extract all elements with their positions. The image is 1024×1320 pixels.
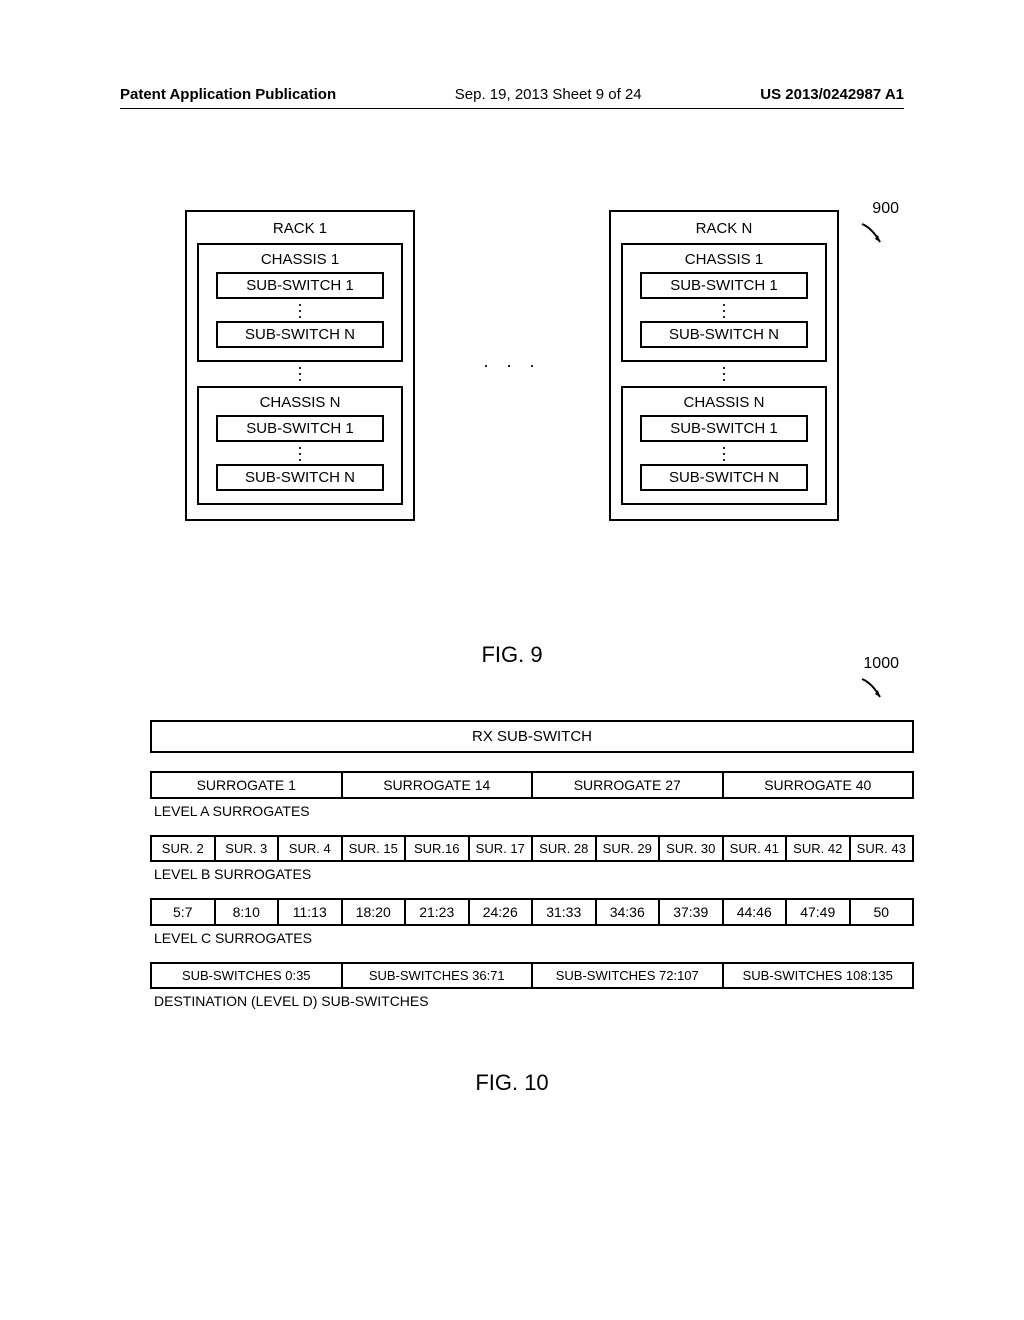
cell: SUR. 3	[216, 837, 280, 860]
level-a-row: SURROGATE 1 SURROGATE 14 SURROGATE 27 SU…	[150, 771, 914, 799]
fig9-refnum: 900	[872, 200, 899, 218]
subswitch: SUB-SWITCH N	[216, 321, 383, 348]
cell: SUR. 28	[533, 837, 597, 860]
chassis-title: CHASSIS 1	[207, 251, 393, 268]
vdots-icon: ···	[207, 301, 393, 319]
chassis-title: CHASSIS N	[631, 394, 817, 411]
cell: SUB-SWITCHES 108:135	[724, 964, 913, 987]
cell: 47:49	[787, 900, 851, 924]
header-mid: Sep. 19, 2013 Sheet 9 of 24	[455, 86, 642, 103]
cell: SUR.16	[406, 837, 470, 860]
header-right: US 2013/0242987 A1	[760, 86, 904, 103]
cell: 24:26	[470, 900, 534, 924]
level-d-row: SUB-SWITCHES 0:35 SUB-SWITCHES 36:71 SUB…	[150, 962, 914, 989]
vdots-icon: ···	[631, 444, 817, 462]
cell: SUR. 41	[724, 837, 788, 860]
fig10-ref-arrow-icon	[858, 675, 886, 708]
rx-subswitch-box: RX SUB-SWITCH	[150, 720, 914, 753]
chassis-title: CHASSIS 1	[631, 251, 817, 268]
level-c-row: 5:7 8:10 11:13 18:20 21:23 24:26 31:33 3…	[150, 898, 914, 926]
chassis: CHASSIS 1 SUB-SWITCH 1 ··· SUB-SWITCH N	[197, 243, 403, 362]
level-b-row: SUR. 2 SUR. 3 SUR. 4 SUR. 15 SUR.16 SUR.…	[150, 835, 914, 862]
fig10-caption: FIG. 10	[0, 1070, 1024, 1096]
vdots-icon: ···	[207, 444, 393, 462]
cell: SUR. 2	[152, 837, 216, 860]
chassis: CHASSIS 1 SUB-SWITCH 1 ··· SUB-SWITCH N	[621, 243, 827, 362]
chassis: CHASSIS N SUB-SWITCH 1 ··· SUB-SWITCH N	[197, 386, 403, 505]
chassis: CHASSIS N SUB-SWITCH 1 ··· SUB-SWITCH N	[621, 386, 827, 505]
cell: SURROGATE 1	[152, 773, 343, 797]
cell: SURROGATE 14	[343, 773, 534, 797]
hdots-icon: · · ·	[483, 355, 541, 376]
cell: 50	[851, 900, 913, 924]
rx-subswitch-label: RX SUB-SWITCH	[152, 728, 912, 745]
level-a-label: LEVEL A SURROGATES	[154, 803, 914, 819]
rack-n: RACK N CHASSIS 1 SUB-SWITCH 1 ··· SUB-SW…	[609, 210, 839, 521]
level-c-label: LEVEL C SURROGATES	[154, 930, 914, 946]
cell: SUR. 29	[597, 837, 661, 860]
cell: 31:33	[533, 900, 597, 924]
cell: SUB-SWITCHES 0:35	[152, 964, 343, 987]
vdots-icon: ···	[621, 364, 827, 382]
cell: 5:7	[152, 900, 216, 924]
fig9-diagram: RACK 1 CHASSIS 1 SUB-SWITCH 1 ··· SUB-SW…	[185, 210, 839, 521]
cell: 34:36	[597, 900, 661, 924]
cell: 21:23	[406, 900, 470, 924]
level-d-label: DESTINATION (LEVEL D) SUB-SWITCHES	[154, 993, 914, 1009]
fig9-ref-arrow-icon	[858, 220, 886, 253]
rack-title: RACK 1	[197, 220, 403, 237]
cell: SUR. 4	[279, 837, 343, 860]
cell: SUR. 17	[470, 837, 534, 860]
cell: SUR. 30	[660, 837, 724, 860]
cell: SURROGATE 40	[724, 773, 913, 797]
fig10-diagram: RX SUB-SWITCH SURROGATE 1 SURROGATE 14 S…	[150, 720, 914, 1009]
cell: 37:39	[660, 900, 724, 924]
cell: SUR. 43	[851, 837, 913, 860]
cell: SUR. 15	[343, 837, 407, 860]
header-left: Patent Application Publication	[120, 86, 336, 103]
page-header: Patent Application Publication Sep. 19, …	[120, 86, 904, 103]
cell: SURROGATE 27	[533, 773, 724, 797]
cell: 11:13	[279, 900, 343, 924]
subswitch: SUB-SWITCH N	[216, 464, 383, 491]
rack-title: RACK N	[621, 220, 827, 237]
chassis-title: CHASSIS N	[207, 394, 393, 411]
subswitch: SUB-SWITCH N	[640, 321, 807, 348]
subswitch: SUB-SWITCH N	[640, 464, 807, 491]
fig10-refnum: 1000	[863, 655, 899, 673]
vdots-icon: ···	[631, 301, 817, 319]
cell: SUB-SWITCHES 36:71	[343, 964, 534, 987]
rack-1: RACK 1 CHASSIS 1 SUB-SWITCH 1 ··· SUB-SW…	[185, 210, 415, 521]
cell: SUB-SWITCHES 72:107	[533, 964, 724, 987]
cell: 8:10	[216, 900, 280, 924]
header-rule	[120, 108, 904, 109]
cell: SUR. 42	[787, 837, 851, 860]
level-b-label: LEVEL B SURROGATES	[154, 866, 914, 882]
vdots-icon: ···	[197, 364, 403, 382]
cell: 18:20	[343, 900, 407, 924]
cell: 44:46	[724, 900, 788, 924]
